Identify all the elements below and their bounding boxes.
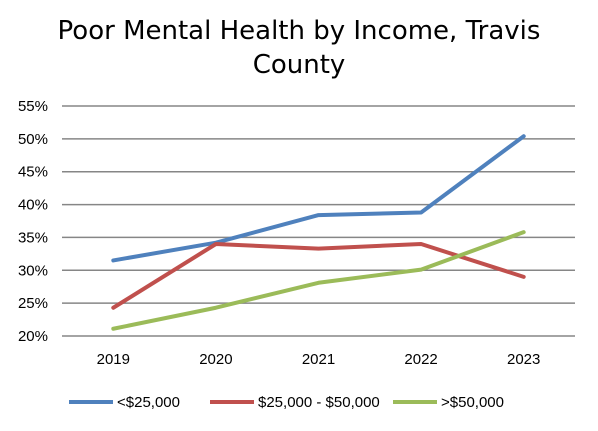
legend-label-2: $25,000 - $50,000	[258, 394, 380, 411]
chart-title-line-2: County	[252, 50, 346, 80]
y-tick-label: 20%	[18, 328, 48, 345]
legend-label-1: <$25,000	[117, 394, 180, 411]
x-tick-label: 2019	[97, 351, 130, 368]
y-tick-label: 45%	[18, 164, 48, 181]
chart-title-line-1: Poor Mental Health by Income, Travis	[57, 16, 541, 46]
x-tick-label: 2022	[404, 351, 437, 368]
y-tick-label: 40%	[18, 197, 48, 214]
y-tick-label: 35%	[18, 229, 48, 246]
legend-label-3: >$50,000	[441, 394, 504, 411]
x-tick-label: 2020	[199, 351, 232, 368]
chart-title: Poor Mental Health by Income, Travis Cou…	[0, 14, 598, 82]
y-tick-label: 55%	[18, 98, 48, 115]
y-tick-label: 25%	[18, 295, 48, 312]
y-tick-label: 50%	[18, 131, 48, 148]
series-line-2	[111, 242, 526, 310]
y-tick-label: 30%	[18, 262, 48, 279]
x-tick-label: 2023	[507, 351, 540, 368]
x-tick-label: 2021	[302, 351, 335, 368]
series-line-3	[111, 230, 526, 331]
series-line-1	[111, 134, 526, 263]
